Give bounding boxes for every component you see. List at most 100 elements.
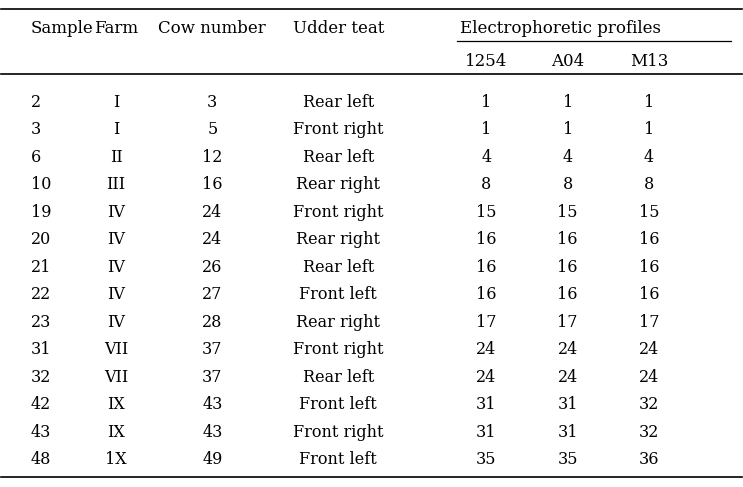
Text: 31: 31 (557, 424, 578, 441)
Text: Front left: Front left (299, 451, 377, 468)
Text: 1X: 1X (106, 451, 127, 468)
Text: Front left: Front left (299, 396, 377, 413)
Text: 1254: 1254 (465, 54, 507, 71)
Text: 24: 24 (557, 369, 578, 386)
Text: 8: 8 (562, 176, 573, 193)
Text: IV: IV (107, 231, 125, 248)
Text: 15: 15 (557, 204, 578, 221)
Text: IV: IV (107, 286, 125, 303)
Text: 21: 21 (31, 259, 51, 276)
Text: 1: 1 (562, 121, 573, 138)
Text: 43: 43 (202, 424, 223, 441)
Text: 43: 43 (31, 424, 51, 441)
Text: Front right: Front right (293, 341, 383, 358)
Text: VII: VII (104, 341, 129, 358)
Text: I: I (113, 121, 120, 138)
Text: Front right: Front right (293, 121, 383, 138)
Text: 2: 2 (31, 94, 41, 111)
Text: 24: 24 (202, 204, 222, 221)
Text: 24: 24 (639, 341, 659, 358)
Text: Sample: Sample (31, 19, 94, 37)
Text: 5: 5 (207, 121, 218, 138)
Text: 8: 8 (481, 176, 491, 193)
Text: 3: 3 (207, 94, 218, 111)
Text: 48: 48 (31, 451, 51, 468)
Text: 22: 22 (31, 286, 51, 303)
Text: 1: 1 (481, 94, 491, 111)
Text: IX: IX (107, 424, 125, 441)
Text: 28: 28 (202, 314, 223, 331)
Text: VII: VII (104, 369, 129, 386)
Text: 16: 16 (639, 259, 659, 276)
Text: Udder teat: Udder teat (293, 19, 384, 37)
Text: Rear right: Rear right (296, 231, 380, 248)
Text: A04: A04 (551, 54, 584, 71)
Text: 43: 43 (202, 396, 223, 413)
Text: 4: 4 (562, 149, 573, 166)
Text: 31: 31 (476, 396, 496, 413)
Text: Front right: Front right (293, 424, 383, 441)
Text: IV: IV (107, 204, 125, 221)
Text: 32: 32 (639, 424, 659, 441)
Text: 16: 16 (476, 259, 496, 276)
Text: Rear left: Rear left (302, 149, 374, 166)
Text: 19: 19 (31, 204, 51, 221)
Text: Farm: Farm (94, 19, 138, 37)
Text: 37: 37 (202, 341, 223, 358)
Text: II: II (110, 149, 123, 166)
Text: 24: 24 (557, 341, 578, 358)
Text: Rear left: Rear left (302, 369, 374, 386)
Text: 23: 23 (31, 314, 51, 331)
Text: 16: 16 (639, 231, 659, 248)
Text: 10: 10 (31, 176, 51, 193)
Text: 37: 37 (202, 369, 223, 386)
Text: IV: IV (107, 314, 125, 331)
Text: 4: 4 (481, 149, 491, 166)
Text: Rear left: Rear left (302, 94, 374, 111)
Text: 20: 20 (31, 231, 51, 248)
Text: 16: 16 (202, 176, 223, 193)
Text: III: III (106, 176, 126, 193)
Text: 4: 4 (644, 149, 654, 166)
Text: Rear left: Rear left (302, 259, 374, 276)
Text: 16: 16 (557, 259, 578, 276)
Text: 12: 12 (202, 149, 223, 166)
Text: 24: 24 (476, 341, 496, 358)
Text: 17: 17 (639, 314, 659, 331)
Text: 31: 31 (476, 424, 496, 441)
Text: Front right: Front right (293, 204, 383, 221)
Text: 32: 32 (31, 369, 51, 386)
Text: 49: 49 (202, 451, 223, 468)
Text: I: I (113, 94, 120, 111)
Text: 24: 24 (476, 369, 496, 386)
Text: 8: 8 (644, 176, 654, 193)
Text: 1: 1 (644, 121, 654, 138)
Text: Electrophoretic profiles: Electrophoretic profiles (460, 19, 661, 37)
Text: 31: 31 (557, 396, 578, 413)
Text: 31: 31 (31, 341, 51, 358)
Text: 35: 35 (476, 451, 496, 468)
Text: 27: 27 (202, 286, 223, 303)
Text: IX: IX (107, 396, 125, 413)
Text: 6: 6 (31, 149, 42, 166)
Text: 15: 15 (639, 204, 659, 221)
Text: 36: 36 (639, 451, 659, 468)
Text: Cow number: Cow number (158, 19, 266, 37)
Text: 3: 3 (31, 121, 42, 138)
Text: 32: 32 (639, 396, 659, 413)
Text: 24: 24 (202, 231, 222, 248)
Text: M13: M13 (630, 54, 668, 71)
Text: 16: 16 (639, 286, 659, 303)
Text: 16: 16 (476, 286, 496, 303)
Text: 17: 17 (557, 314, 578, 331)
Text: 42: 42 (31, 396, 51, 413)
Text: Front left: Front left (299, 286, 377, 303)
Text: 17: 17 (476, 314, 496, 331)
Text: 15: 15 (476, 204, 496, 221)
Text: 26: 26 (202, 259, 223, 276)
Text: 16: 16 (476, 231, 496, 248)
Text: 1: 1 (644, 94, 654, 111)
Text: 1: 1 (481, 121, 491, 138)
Text: 35: 35 (557, 451, 578, 468)
Text: 24: 24 (639, 369, 659, 386)
